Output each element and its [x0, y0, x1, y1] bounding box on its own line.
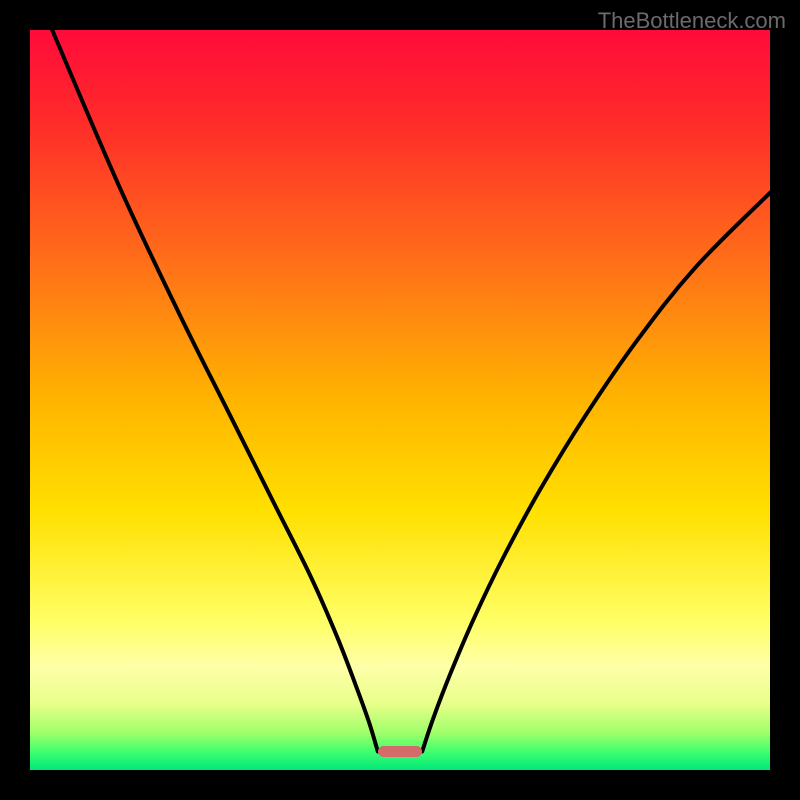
plot-area: [30, 30, 770, 770]
watermark-text: TheBottleneck.com: [598, 8, 786, 34]
curve-left: [52, 30, 378, 752]
curve-right: [422, 193, 770, 752]
trough-marker: [378, 746, 422, 758]
bottleneck-curves: [30, 30, 770, 770]
